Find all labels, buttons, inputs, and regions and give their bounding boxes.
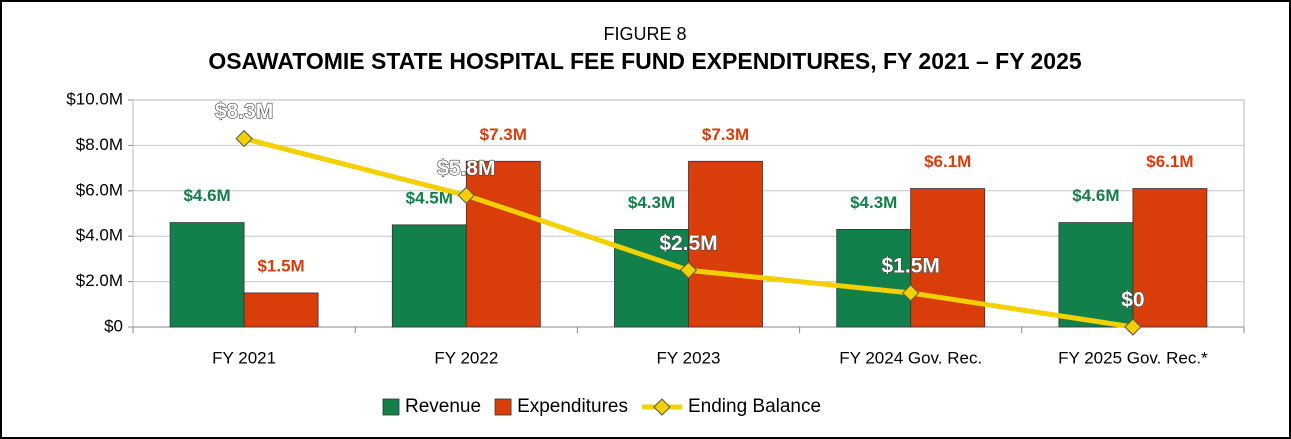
- x-tick-label: FY 2024 Gov. Rec.: [839, 348, 982, 367]
- data-label: $6.1M: [1146, 152, 1193, 171]
- bar: [169, 222, 245, 328]
- x-tick-label: FY 2025 Gov. Rec.*: [1058, 348, 1208, 367]
- x-tick-label: FY 2023: [657, 348, 721, 367]
- bar: [243, 292, 319, 328]
- data-label: $4.5M: [406, 188, 453, 207]
- data-label: $0: [1121, 289, 1144, 312]
- line-marker: [235, 129, 253, 148]
- y-tick-label: $10.0M: [66, 89, 123, 108]
- chart-subtitle: FIGURE 8: [603, 24, 686, 44]
- y-tick-label: $0: [104, 316, 123, 335]
- bar: [1132, 188, 1208, 328]
- y-tick-label: $8.0M: [76, 135, 123, 154]
- data-label: $1.5M: [257, 256, 304, 275]
- legend-swatch: [382, 398, 400, 416]
- bar: [465, 160, 541, 328]
- legend-label: Revenue: [405, 396, 481, 417]
- line-marker: [679, 261, 698, 279]
- legend-label: Expenditures: [517, 396, 628, 417]
- data-label: $7.3M: [702, 125, 749, 144]
- data-label: $1.5M: [882, 254, 940, 277]
- line-marker: [901, 284, 920, 302]
- y-tick-label: $4.0M: [76, 226, 123, 245]
- data-label: $4.3M: [628, 193, 675, 212]
- data-label: $5.8M: [437, 157, 495, 180]
- x-tick-label: FY 2022: [434, 348, 498, 367]
- legend-label: Ending Balance: [688, 396, 821, 417]
- legend-swatch: [494, 398, 512, 416]
- bar: [836, 228, 912, 328]
- data-label: $4.6M: [1072, 186, 1119, 205]
- data-label: $2.5M: [659, 232, 717, 255]
- line-marker: [1124, 318, 1142, 336]
- y-tick-label: $2.0M: [76, 271, 123, 290]
- data-label: $6.1M: [924, 152, 971, 171]
- data-label: $4.3M: [850, 193, 897, 212]
- line-marker: [457, 186, 476, 205]
- x-tick-label: FY 2021: [212, 348, 276, 367]
- data-label: $7.3M: [480, 125, 527, 144]
- data-label: $8.3M: [215, 100, 273, 123]
- bar: [1058, 222, 1134, 328]
- bar: [614, 228, 689, 328]
- bar: [391, 224, 467, 328]
- chart-title: OSAWATOMIE STATE HOSPITAL FEE FUND EXPEN…: [208, 48, 1082, 74]
- data-label: $4.6M: [183, 186, 230, 205]
- legend-marker: [653, 398, 671, 416]
- y-tick-label: $6.0M: [76, 180, 123, 199]
- bar: [688, 160, 763, 328]
